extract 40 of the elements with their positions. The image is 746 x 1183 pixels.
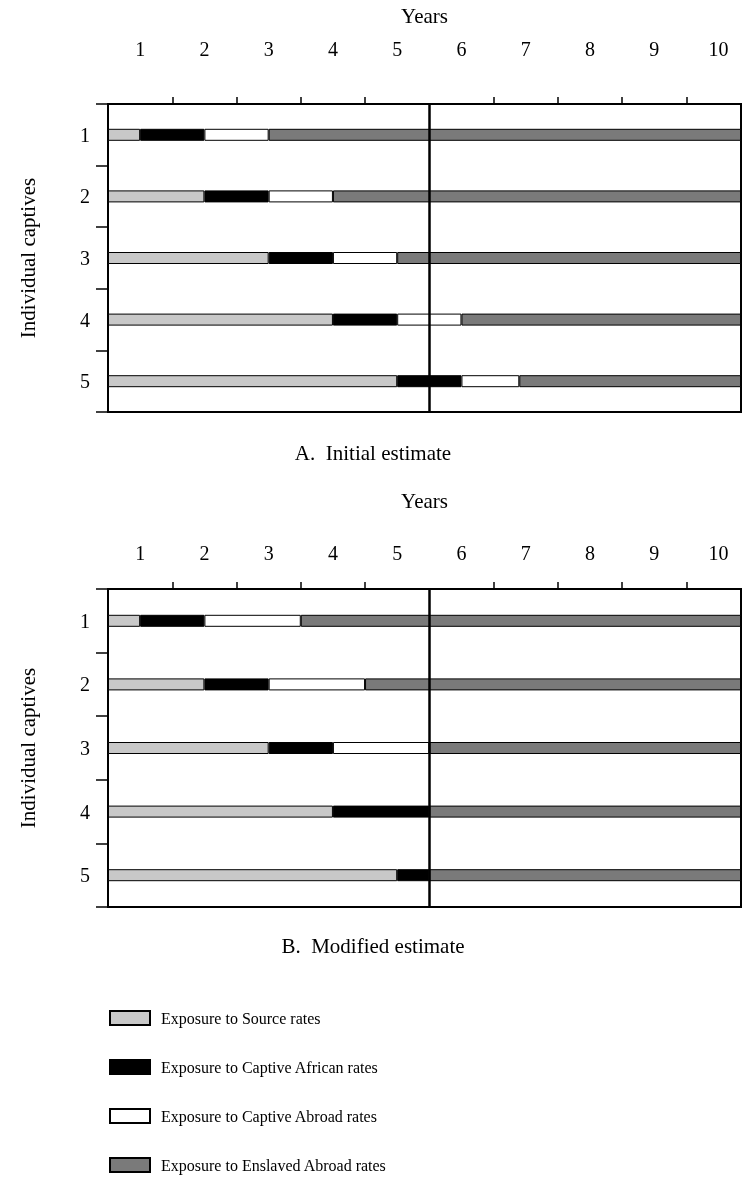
- x-axis-title: Years: [401, 3, 448, 28]
- y-tick-label: 4: [80, 308, 90, 331]
- x-tick-label: 3: [263, 542, 274, 564]
- x-tick-label: 10: [708, 38, 729, 60]
- y-tick-label: 1: [80, 609, 90, 632]
- y-axis-title: Individual captives: [15, 177, 40, 339]
- x-tick-label: 8: [584, 542, 595, 564]
- x-tick-label: 6: [456, 542, 467, 564]
- x-tick-label: 8: [584, 38, 595, 60]
- legend-label: Exposure to Source rates: [161, 1009, 321, 1028]
- x-tick-label: 4: [327, 542, 338, 564]
- x-tick-label: 5: [392, 542, 403, 564]
- text: B. Modified estimate: [281, 933, 465, 958]
- y-tick-label: 2: [80, 185, 90, 208]
- x-tick-label: 2: [199, 38, 210, 60]
- y-tick-label: 1: [80, 123, 90, 146]
- legend-label: Exposure to Captive African rates: [161, 1058, 378, 1077]
- legend-label: Exposure to Captive Abroad rates: [161, 1107, 377, 1126]
- y-tick-label: 5: [80, 370, 90, 393]
- x-tick-label: 3: [263, 38, 274, 60]
- x-tick-label: 1: [135, 542, 146, 564]
- x-tick-label: 1: [135, 38, 146, 60]
- x-axis-title: Years: [401, 488, 448, 513]
- y-tick-label: 5: [80, 864, 90, 887]
- x-tick-label: 9: [649, 38, 660, 60]
- x-tick-label: 6: [456, 38, 467, 60]
- y-tick-label: 2: [80, 673, 90, 696]
- x-tick-label: 4: [327, 38, 338, 60]
- y-axis-title: Individual captives: [15, 667, 40, 829]
- y-tick-label: 3: [80, 247, 90, 269]
- y-tick-label: 3: [80, 737, 90, 759]
- x-tick-label: 7: [520, 542, 531, 564]
- text: A. Initial estimate: [294, 440, 452, 465]
- y-tick-label: 4: [80, 800, 90, 823]
- x-tick-label: 7: [520, 38, 531, 60]
- x-tick-label: 2: [199, 542, 210, 564]
- x-tick-label: 9: [649, 542, 660, 564]
- x-tick-label: 10: [708, 542, 729, 564]
- legend-label: Exposure to Enslaved Abroad rates: [161, 1156, 386, 1175]
- x-tick-label: 5: [392, 38, 403, 60]
